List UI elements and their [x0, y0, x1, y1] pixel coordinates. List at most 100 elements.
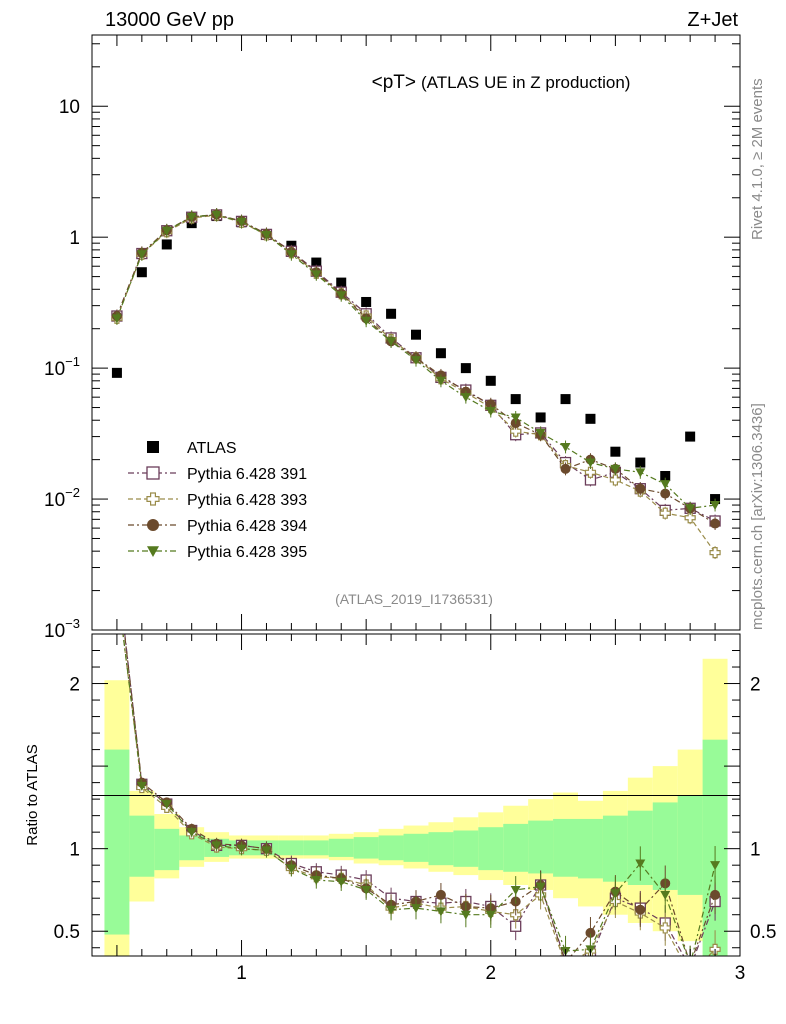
data-point: [161, 226, 172, 236]
ratio-point: [710, 861, 721, 871]
green-band-bin: [353, 837, 379, 859]
data-point: [709, 547, 721, 559]
main-ytick-label: 10−3: [44, 616, 80, 642]
ratio-point: [485, 910, 496, 920]
main-ytick-label: 1: [69, 228, 80, 249]
green-band-bin: [578, 818, 603, 879]
data-point: [710, 518, 721, 529]
ratio-point: [336, 877, 347, 887]
ratio-point: [685, 969, 695, 979]
data-point: [560, 442, 571, 452]
legend-item: Pythia 6.428 395: [128, 544, 307, 561]
ratio-point: [211, 841, 222, 851]
main-ytick-label: 10−2: [44, 485, 80, 511]
data-point: [111, 367, 122, 378]
main-ytick-label: 10: [59, 97, 80, 118]
data-point: [435, 348, 446, 359]
ratio-ytick-label-right: 2: [750, 675, 761, 696]
ratio-ytick-label-right: 0.5: [750, 922, 776, 943]
x-tick-label: 3: [735, 963, 746, 984]
main-series-layer: [111, 208, 721, 560]
data-point: [485, 407, 496, 417]
ratio-point: [236, 844, 247, 854]
green-band-bin: [328, 838, 354, 857]
data-point: [635, 483, 646, 494]
main-axis-ticks: 10−3 10−2 10−1 1 10: [44, 43, 740, 642]
data-point: [286, 250, 297, 260]
green-band-bin: [453, 830, 479, 867]
ratio-point: [685, 960, 695, 969]
ratio-point: [635, 859, 646, 869]
ratio-point: [161, 800, 172, 810]
mcplots-label: mcplots.cern.ch [arXiv:1306.3436]: [749, 403, 766, 630]
ratio-panel: 0.5 0.5 1 1 2 2 Ratio to ATLAS: [24, 560, 776, 979]
ratio-series-layer: [112, 560, 721, 979]
rivet-version-label: Rivet 4.1.0, ≥ 2M events: [749, 78, 766, 240]
x-tick-label: 2: [485, 963, 496, 984]
data-point: [535, 412, 546, 423]
green-band-bin: [278, 840, 304, 856]
legend: ATLAS Pythia 6.428 391 Pythia 6.428 393 Pyt…: [128, 440, 307, 561]
data-point: [161, 239, 172, 250]
green-band-bin: [553, 818, 578, 877]
ratio-point: [136, 781, 147, 791]
green-band-bin: [528, 820, 554, 874]
ratio-point: [112, 560, 122, 570]
data-point: [510, 425, 522, 437]
ratio-point: [286, 864, 297, 874]
data-point: [136, 267, 147, 278]
data-point: [685, 431, 696, 442]
ratio-point: [685, 963, 695, 973]
data-point: [609, 474, 621, 486]
data-point: [411, 329, 421, 340]
data-point: [336, 277, 347, 288]
data-point: [710, 501, 721, 511]
legend-marker: [147, 519, 159, 531]
ratio-point: [710, 889, 721, 900]
green-band-bin: [378, 835, 404, 861]
ratio-point: [535, 882, 546, 892]
green-band-bin: [428, 832, 454, 866]
analysis-id: (ATLAS_2019_I1736531): [335, 591, 493, 607]
ratio-point: [561, 958, 571, 968]
data-point: [659, 507, 671, 519]
data-point: [136, 250, 147, 260]
main-panel: 10−3 10−2 10−1 1 10 <pT> (ATLAS UE in Z prod…: [44, 34, 741, 642]
data-point: [685, 504, 696, 514]
legend-label: Pythia 6.428 395: [187, 544, 307, 561]
chart-subtitle: (ATLAS UE in Z production): [421, 73, 630, 92]
ratio-point: [435, 907, 446, 917]
legend-label: Pythia 6.428 394: [187, 518, 307, 535]
data-point: [386, 337, 397, 347]
legend-item: Pythia 6.428 394: [128, 518, 307, 535]
ratio-ytick-label-left: 2: [69, 675, 80, 696]
ratio-point: [510, 885, 521, 895]
x-axis-ticks: 1 2 3: [91, 35, 746, 984]
x-tick-label: 1: [236, 963, 247, 984]
data-point: [460, 393, 471, 403]
legend-marker: [146, 492, 160, 506]
ratio-ytick-label-left: 1: [69, 840, 80, 861]
ratio-point: [635, 904, 646, 915]
data-point: [610, 446, 621, 457]
data-point: [111, 314, 122, 324]
green-band-bin: [303, 840, 329, 856]
data-point: [311, 270, 322, 280]
legend-item: Pythia 6.428 391: [128, 466, 307, 483]
data-point: [361, 296, 372, 307]
ratio-point: [559, 955, 572, 956]
green-band-bin: [154, 828, 180, 871]
ratio-point: [685, 959, 695, 969]
ratio-ytick-label-right: 1: [750, 840, 761, 861]
data-point: [485, 399, 496, 410]
ratio-point: [435, 889, 446, 900]
green-band-bin: [503, 823, 529, 872]
data-point: [186, 212, 197, 222]
data-point: [311, 257, 322, 268]
data-point: [660, 480, 671, 490]
data-point: [610, 464, 621, 474]
data-point: [460, 363, 471, 374]
ratio-point: [411, 904, 421, 914]
green-band-bin: [104, 749, 130, 935]
